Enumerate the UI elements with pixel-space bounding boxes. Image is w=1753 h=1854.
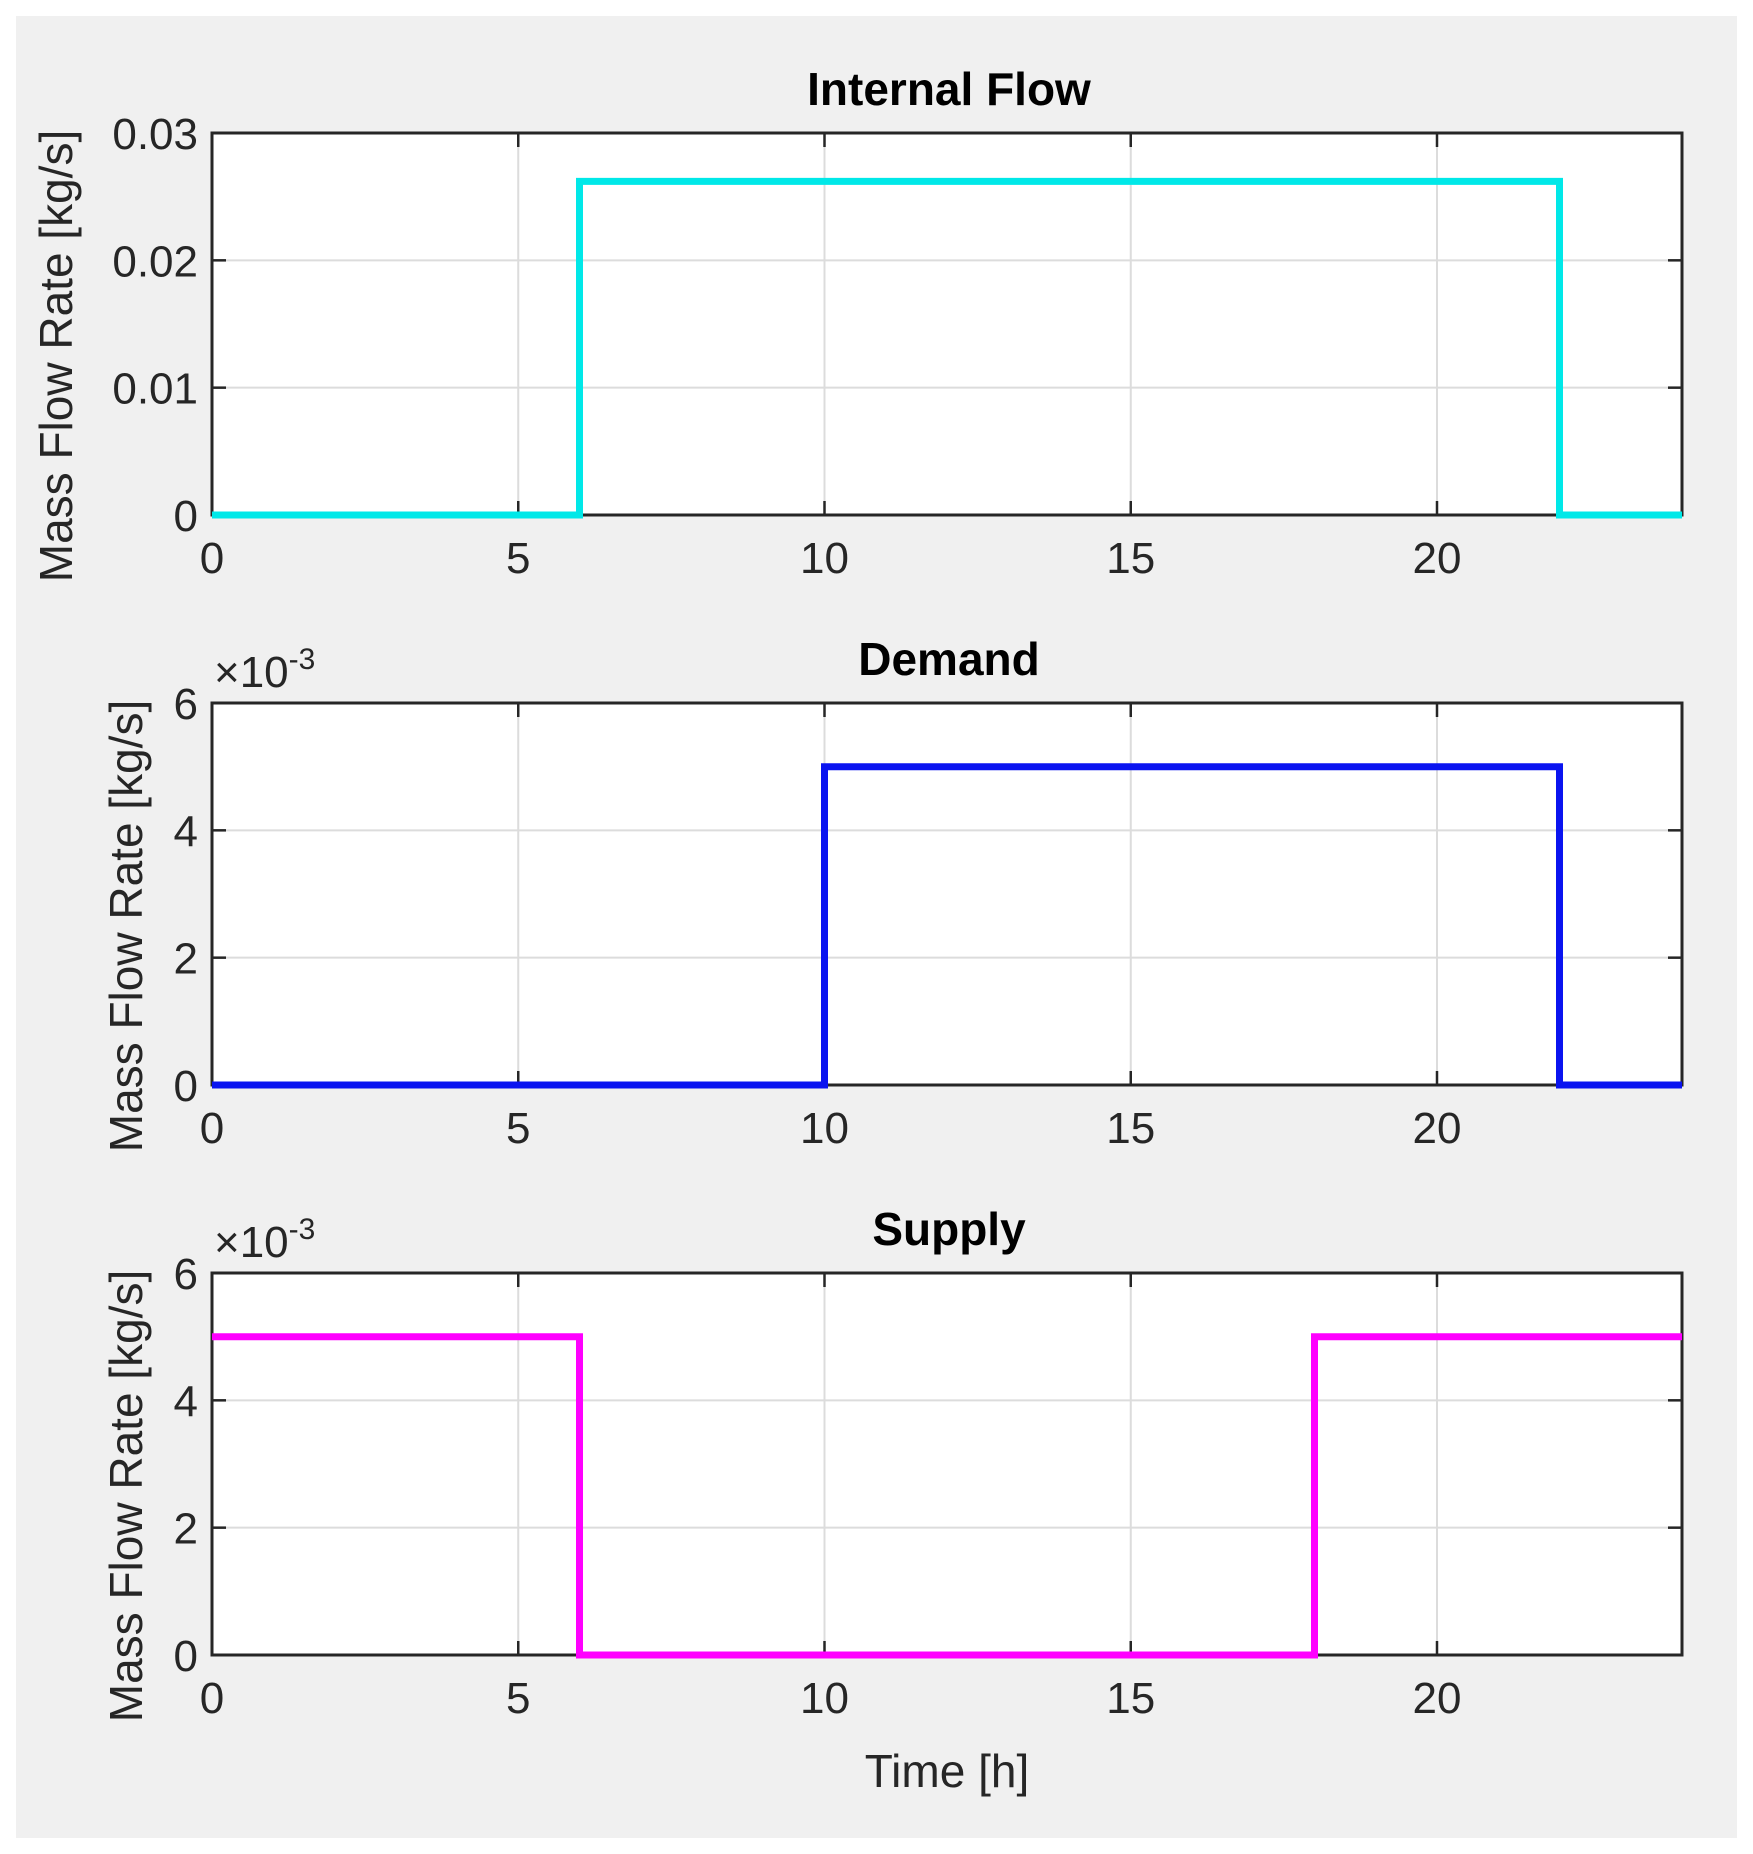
grid: [212, 703, 1682, 1085]
exponent-base: ×10: [214, 1218, 289, 1267]
y-tick-label: 4: [174, 1377, 198, 1426]
x-tick-label: 5: [506, 1674, 530, 1723]
x-axis-label: Time [h]: [865, 1745, 1029, 1797]
y-tick-label: 2: [174, 1505, 198, 1554]
y-tick-label: 2: [174, 935, 198, 984]
x-tick-label: 10: [800, 1674, 849, 1723]
y-tick-label: 6: [174, 1250, 198, 1299]
axis-ticks: 0 5 10 15 20 0 0.01 0.02 0.03: [112, 110, 1682, 583]
x-tick-label: 5: [506, 1104, 530, 1153]
series-layer: [212, 177, 1682, 519]
x-tick-label: 20: [1413, 1104, 1462, 1153]
y-axis-label: Mass Flow Rate [kg/s]: [100, 1270, 152, 1722]
plot-title: Internal Flow: [807, 63, 1091, 115]
series-layer: [212, 763, 1682, 1089]
x-tick-label: 0: [200, 1104, 224, 1153]
x-tick-label: 0: [200, 1674, 224, 1723]
axes-area: [210, 1271, 1684, 1657]
x-tick-label: 15: [1106, 1104, 1155, 1153]
grid: [212, 1273, 1682, 1655]
y-axis-label: Mass Flow Rate [kg/s]: [100, 700, 152, 1152]
y-tick-label: 0.01: [112, 365, 198, 414]
x-tick-label: 15: [1106, 1674, 1155, 1723]
x-tick-label: 10: [800, 1104, 849, 1153]
subplot-supply: 0 5 10 15 20 0 2 4 6 Supply Mass Flow Rate [kg/s…: [100, 1203, 1684, 1797]
y-axis-label: Mass Flow Rate [kg/s]: [30, 130, 82, 582]
series-line-0: [212, 177, 1682, 519]
plot-title: Demand: [858, 633, 1039, 685]
series-layer: [212, 1333, 1682, 1659]
y-axis-exponent: ×10-3: [214, 643, 315, 697]
axis-ticks: 0 5 10 15 20 0 2 4 6: [174, 680, 1682, 1153]
exponent-power: -3: [289, 1213, 316, 1246]
grid: [212, 133, 1682, 515]
y-tick-label: 6: [174, 680, 198, 729]
x-tick-label: 0: [200, 534, 224, 583]
y-axis-exponent: ×10-3: [214, 1213, 315, 1267]
series-line-0: [212, 763, 1682, 1089]
axes-area: [210, 701, 1684, 1087]
axes-area: [210, 131, 1684, 517]
y-tick-label: 0: [174, 1062, 198, 1111]
y-tick-label: 0.02: [112, 237, 198, 286]
axis-ticks: 0 5 10 15 20 0 2 4 6: [174, 1250, 1682, 1723]
series-line-0: [212, 1333, 1682, 1659]
y-tick-label: 0: [174, 492, 198, 541]
x-tick-label: 10: [800, 534, 849, 583]
y-tick-label: 0: [174, 1632, 198, 1681]
plot-title: Supply: [872, 1203, 1026, 1255]
exponent-power: -3: [289, 643, 316, 676]
x-tick-label: 15: [1106, 534, 1155, 583]
subplot-demand: 0 5 10 15 20 0 2 4 6 Demand Mass Flow Rate [kg/s…: [100, 633, 1684, 1153]
x-tick-label: 20: [1413, 534, 1462, 583]
subplot-internal-flow: 0 5 10 15 20 0 0.01 0.02 0.03 Internal Flow Mass…: [30, 63, 1684, 583]
y-tick-label: 0.03: [112, 110, 198, 159]
y-tick-label: 4: [174, 807, 198, 856]
x-tick-label: 5: [506, 534, 530, 583]
x-tick-label: 20: [1413, 1674, 1462, 1723]
exponent-base: ×10: [214, 648, 289, 697]
